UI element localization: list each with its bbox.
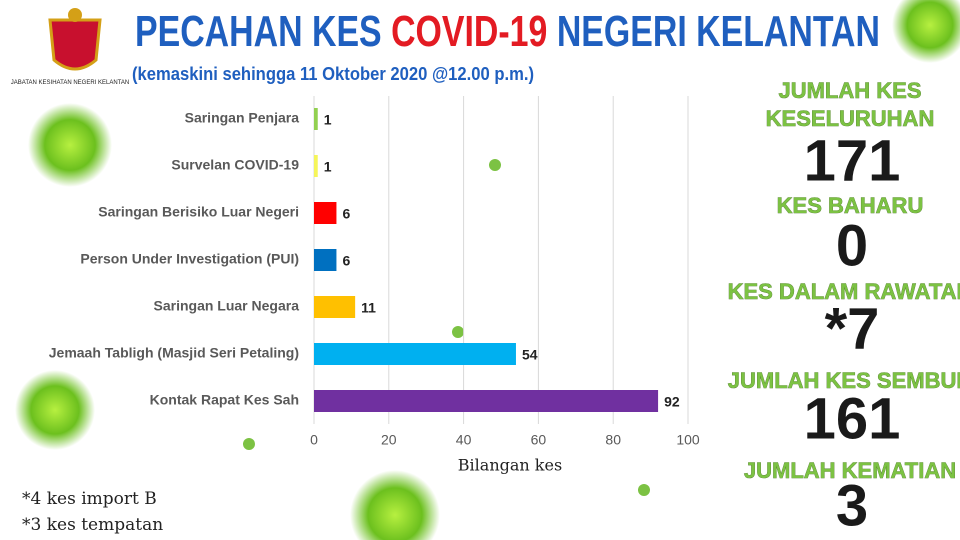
virus	[892, 0, 960, 63]
bar-chart: 0 20 40 60 80 100 Bilangan kes Saringan Penjara…	[49, 96, 700, 475]
logo: JABATAN KESIHATAN NEGERI KELANTAN	[11, 8, 129, 86]
title: PECAHAN KES COVID-19 NEGERI KELANTAN	[135, 7, 880, 56]
category-label: Person Under Investigation (PUI)	[80, 251, 299, 267]
bar	[314, 202, 337, 224]
category-label: Saringan Berisiko Luar Negeri	[98, 204, 299, 220]
category-label: Jemaah Tabligh (Masjid Seri Petaling)	[49, 345, 299, 361]
x-tick-label: 40	[456, 432, 472, 448]
notes: *4 kes import B *3 kes tempatan	[22, 489, 163, 535]
value-label: 6	[342, 206, 350, 222]
value-label: 1	[324, 112, 332, 128]
stat-label: JUMLAH KEMATIAN	[744, 458, 956, 483]
value-label: 11	[361, 300, 376, 316]
stat-value: 161	[804, 386, 901, 451]
category-label: Saringan Luar Negara	[154, 298, 300, 314]
stat-value: *7	[825, 296, 880, 361]
logo-shield	[48, 18, 102, 71]
x-tick-label: 20	[381, 432, 397, 448]
value-label: 92	[664, 394, 680, 410]
virus	[28, 103, 112, 187]
category-label: Kontak Rapat Kes Sah	[150, 392, 299, 408]
x-tick-label: 60	[531, 432, 547, 448]
note: *3 kes tempatan	[22, 515, 163, 535]
x-tick-label: 0	[310, 432, 318, 448]
virus	[243, 438, 255, 450]
value-label: 54	[522, 347, 538, 363]
title-part: NEGERI KELANTAN	[557, 7, 880, 56]
bar	[314, 249, 337, 271]
bar	[314, 343, 516, 365]
stat-value: 3	[836, 473, 868, 538]
virus	[15, 370, 95, 450]
category-label: Survelan COVID-19	[171, 157, 299, 173]
x-tick-label: 100	[676, 432, 700, 448]
stat-value: 0	[836, 213, 868, 278]
subtitle: (kemaskini sehingga 11 Oktober 2020 @12.…	[132, 64, 534, 84]
bar	[314, 390, 659, 412]
stat-label: KESELURUHAN	[766, 106, 935, 131]
stat-label: JUMLAH KES	[778, 78, 921, 103]
note: *4 kes import B	[22, 489, 157, 509]
x-axis-label: Bilangan kes	[458, 456, 562, 475]
category-label: Saringan Penjara	[185, 110, 300, 126]
title-part: COVID-19	[391, 7, 547, 56]
virus	[638, 484, 650, 496]
decorations	[15, 0, 960, 540]
stat-label: KES BAHARU	[777, 193, 924, 218]
bar	[314, 108, 318, 130]
logo-crest	[68, 8, 82, 22]
x-tick-label: 80	[605, 432, 621, 448]
stat-label: JUMLAH KES SEMBUH	[728, 368, 960, 393]
bar	[314, 155, 318, 177]
logo-caption: JABATAN KESIHATAN NEGERI KELANTAN	[11, 80, 129, 86]
virus	[350, 470, 440, 540]
stat-value: 171	[804, 128, 901, 193]
bar	[314, 296, 356, 318]
value-label: 6	[342, 253, 350, 269]
stat-label: KES DALAM RAWATAN	[728, 279, 960, 304]
title-part: PECAHAN KES	[135, 7, 382, 56]
virus	[452, 326, 464, 338]
value-label: 1	[324, 159, 332, 175]
virus	[489, 159, 501, 171]
